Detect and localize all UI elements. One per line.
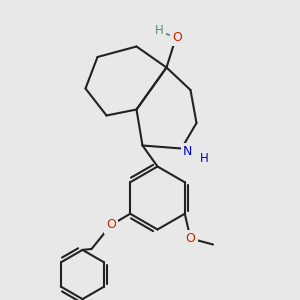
Text: O: O [172, 31, 182, 44]
Text: H: H [154, 23, 164, 37]
Text: H: H [200, 152, 208, 166]
Text: N: N [183, 145, 192, 158]
Text: O: O [106, 218, 116, 232]
Text: O: O [186, 232, 195, 245]
